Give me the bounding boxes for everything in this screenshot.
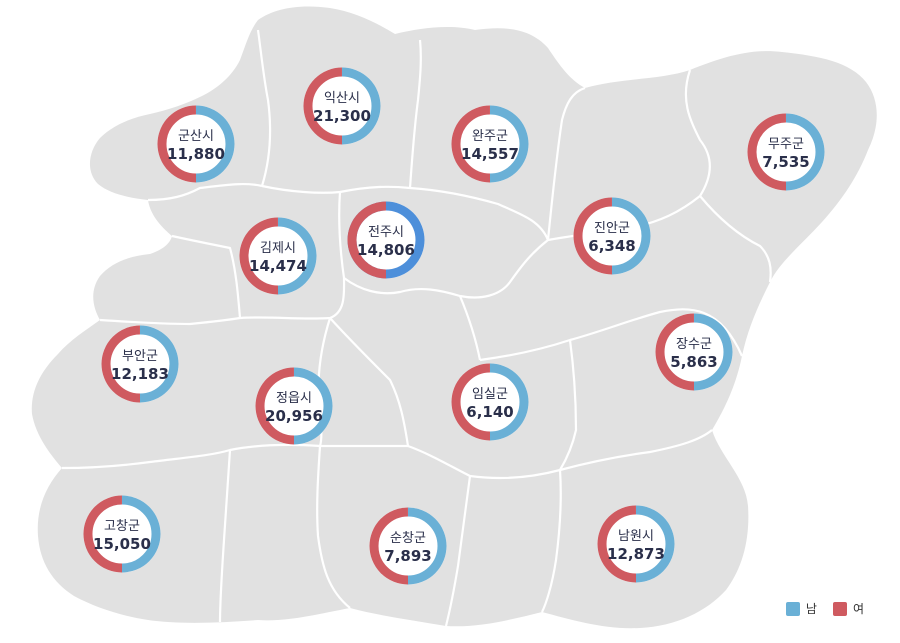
region-name: 남원시 xyxy=(618,529,654,544)
marker-background xyxy=(157,105,235,183)
legend-label-male: 남 xyxy=(805,602,817,616)
map-land xyxy=(31,6,877,629)
ring-male-segment xyxy=(489,363,529,441)
ring-male-segment xyxy=(489,105,529,183)
marker-background xyxy=(573,197,651,275)
region-value: 5,863 xyxy=(670,353,717,371)
region-value: 14,474 xyxy=(249,257,307,275)
region-name: 완주군 xyxy=(472,129,508,144)
ring-male-segment xyxy=(277,217,317,295)
ring-female-segment xyxy=(597,505,637,583)
region-value: 11,880 xyxy=(167,145,225,163)
marker-background xyxy=(347,201,425,279)
legend-item-female: 여 xyxy=(832,600,864,617)
marker-background xyxy=(451,363,529,441)
region-name: 익산시 xyxy=(324,91,360,106)
region-value: 7,535 xyxy=(762,153,809,171)
marker-background xyxy=(101,325,179,403)
legend-swatch-female xyxy=(832,601,847,616)
marker-background xyxy=(303,67,381,145)
ring-female-segment xyxy=(83,495,123,573)
ring-female-segment xyxy=(573,197,613,275)
region-value: 12,873 xyxy=(607,545,665,563)
region-name: 임실군 xyxy=(472,387,508,402)
region-name: 부안군 xyxy=(122,349,158,364)
marker-background xyxy=(255,367,333,445)
ring-female-segment xyxy=(303,67,343,145)
region-value: 6,348 xyxy=(588,237,635,255)
region-markers: 군산시11,880익산시21,300완주군14,557무주군7,535김제시14… xyxy=(83,67,825,585)
region-name: 순창군 xyxy=(390,531,426,546)
ring-female-segment xyxy=(239,217,279,295)
marker-background xyxy=(655,313,733,391)
ring-male-segment xyxy=(121,495,161,573)
marker-background xyxy=(239,217,317,295)
marker-background xyxy=(369,507,447,585)
ring-male-segment xyxy=(139,325,179,403)
ring-male-segment xyxy=(635,505,675,583)
region-value: 12,183 xyxy=(111,365,169,383)
ring-male-segment xyxy=(785,113,825,191)
ring-male-segment xyxy=(195,105,235,183)
legend-swatch-male xyxy=(785,601,800,616)
ring-male-segment xyxy=(407,507,447,585)
legend: 남 여 xyxy=(785,600,864,617)
region-name: 군산시 xyxy=(178,129,214,144)
ring-female-segment xyxy=(369,507,409,585)
region-borders xyxy=(61,29,772,627)
region-value: 6,140 xyxy=(466,403,513,421)
region-value: 15,050 xyxy=(93,535,151,553)
region-value: 20,956 xyxy=(265,407,323,425)
ring-female-segment xyxy=(157,105,197,183)
region-name: 전주시 xyxy=(368,225,404,240)
legend-label-female: 여 xyxy=(852,602,864,616)
ring-male-segment xyxy=(341,67,381,145)
region-name: 정읍시 xyxy=(276,391,312,406)
region-name: 진안군 xyxy=(594,221,630,236)
region-value: 14,806 xyxy=(357,241,415,259)
ring-female-segment xyxy=(655,313,695,391)
ring-female-segment xyxy=(451,363,491,441)
region-name: 장수군 xyxy=(676,337,712,352)
marker-background xyxy=(747,113,825,191)
ring-male-segment xyxy=(693,313,733,391)
marker-background xyxy=(83,495,161,573)
marker-background xyxy=(597,505,675,583)
ring-female-segment xyxy=(451,105,491,183)
legend-item-male: 남 xyxy=(785,600,817,617)
region-name: 김제시 xyxy=(260,241,296,256)
region-value: 14,557 xyxy=(461,145,519,163)
region-value: 7,893 xyxy=(384,547,431,565)
region-name: 고창군 xyxy=(104,519,140,534)
ring-female-segment xyxy=(347,201,387,279)
ring-male-segment xyxy=(611,197,651,275)
region-name: 무주군 xyxy=(768,137,804,152)
ring-male-segment xyxy=(293,367,333,445)
ring-female-segment xyxy=(747,113,787,191)
ring-female-segment xyxy=(255,367,295,445)
marker-background xyxy=(451,105,529,183)
ring-female-segment xyxy=(101,325,141,403)
region-value: 21,300 xyxy=(313,107,371,125)
